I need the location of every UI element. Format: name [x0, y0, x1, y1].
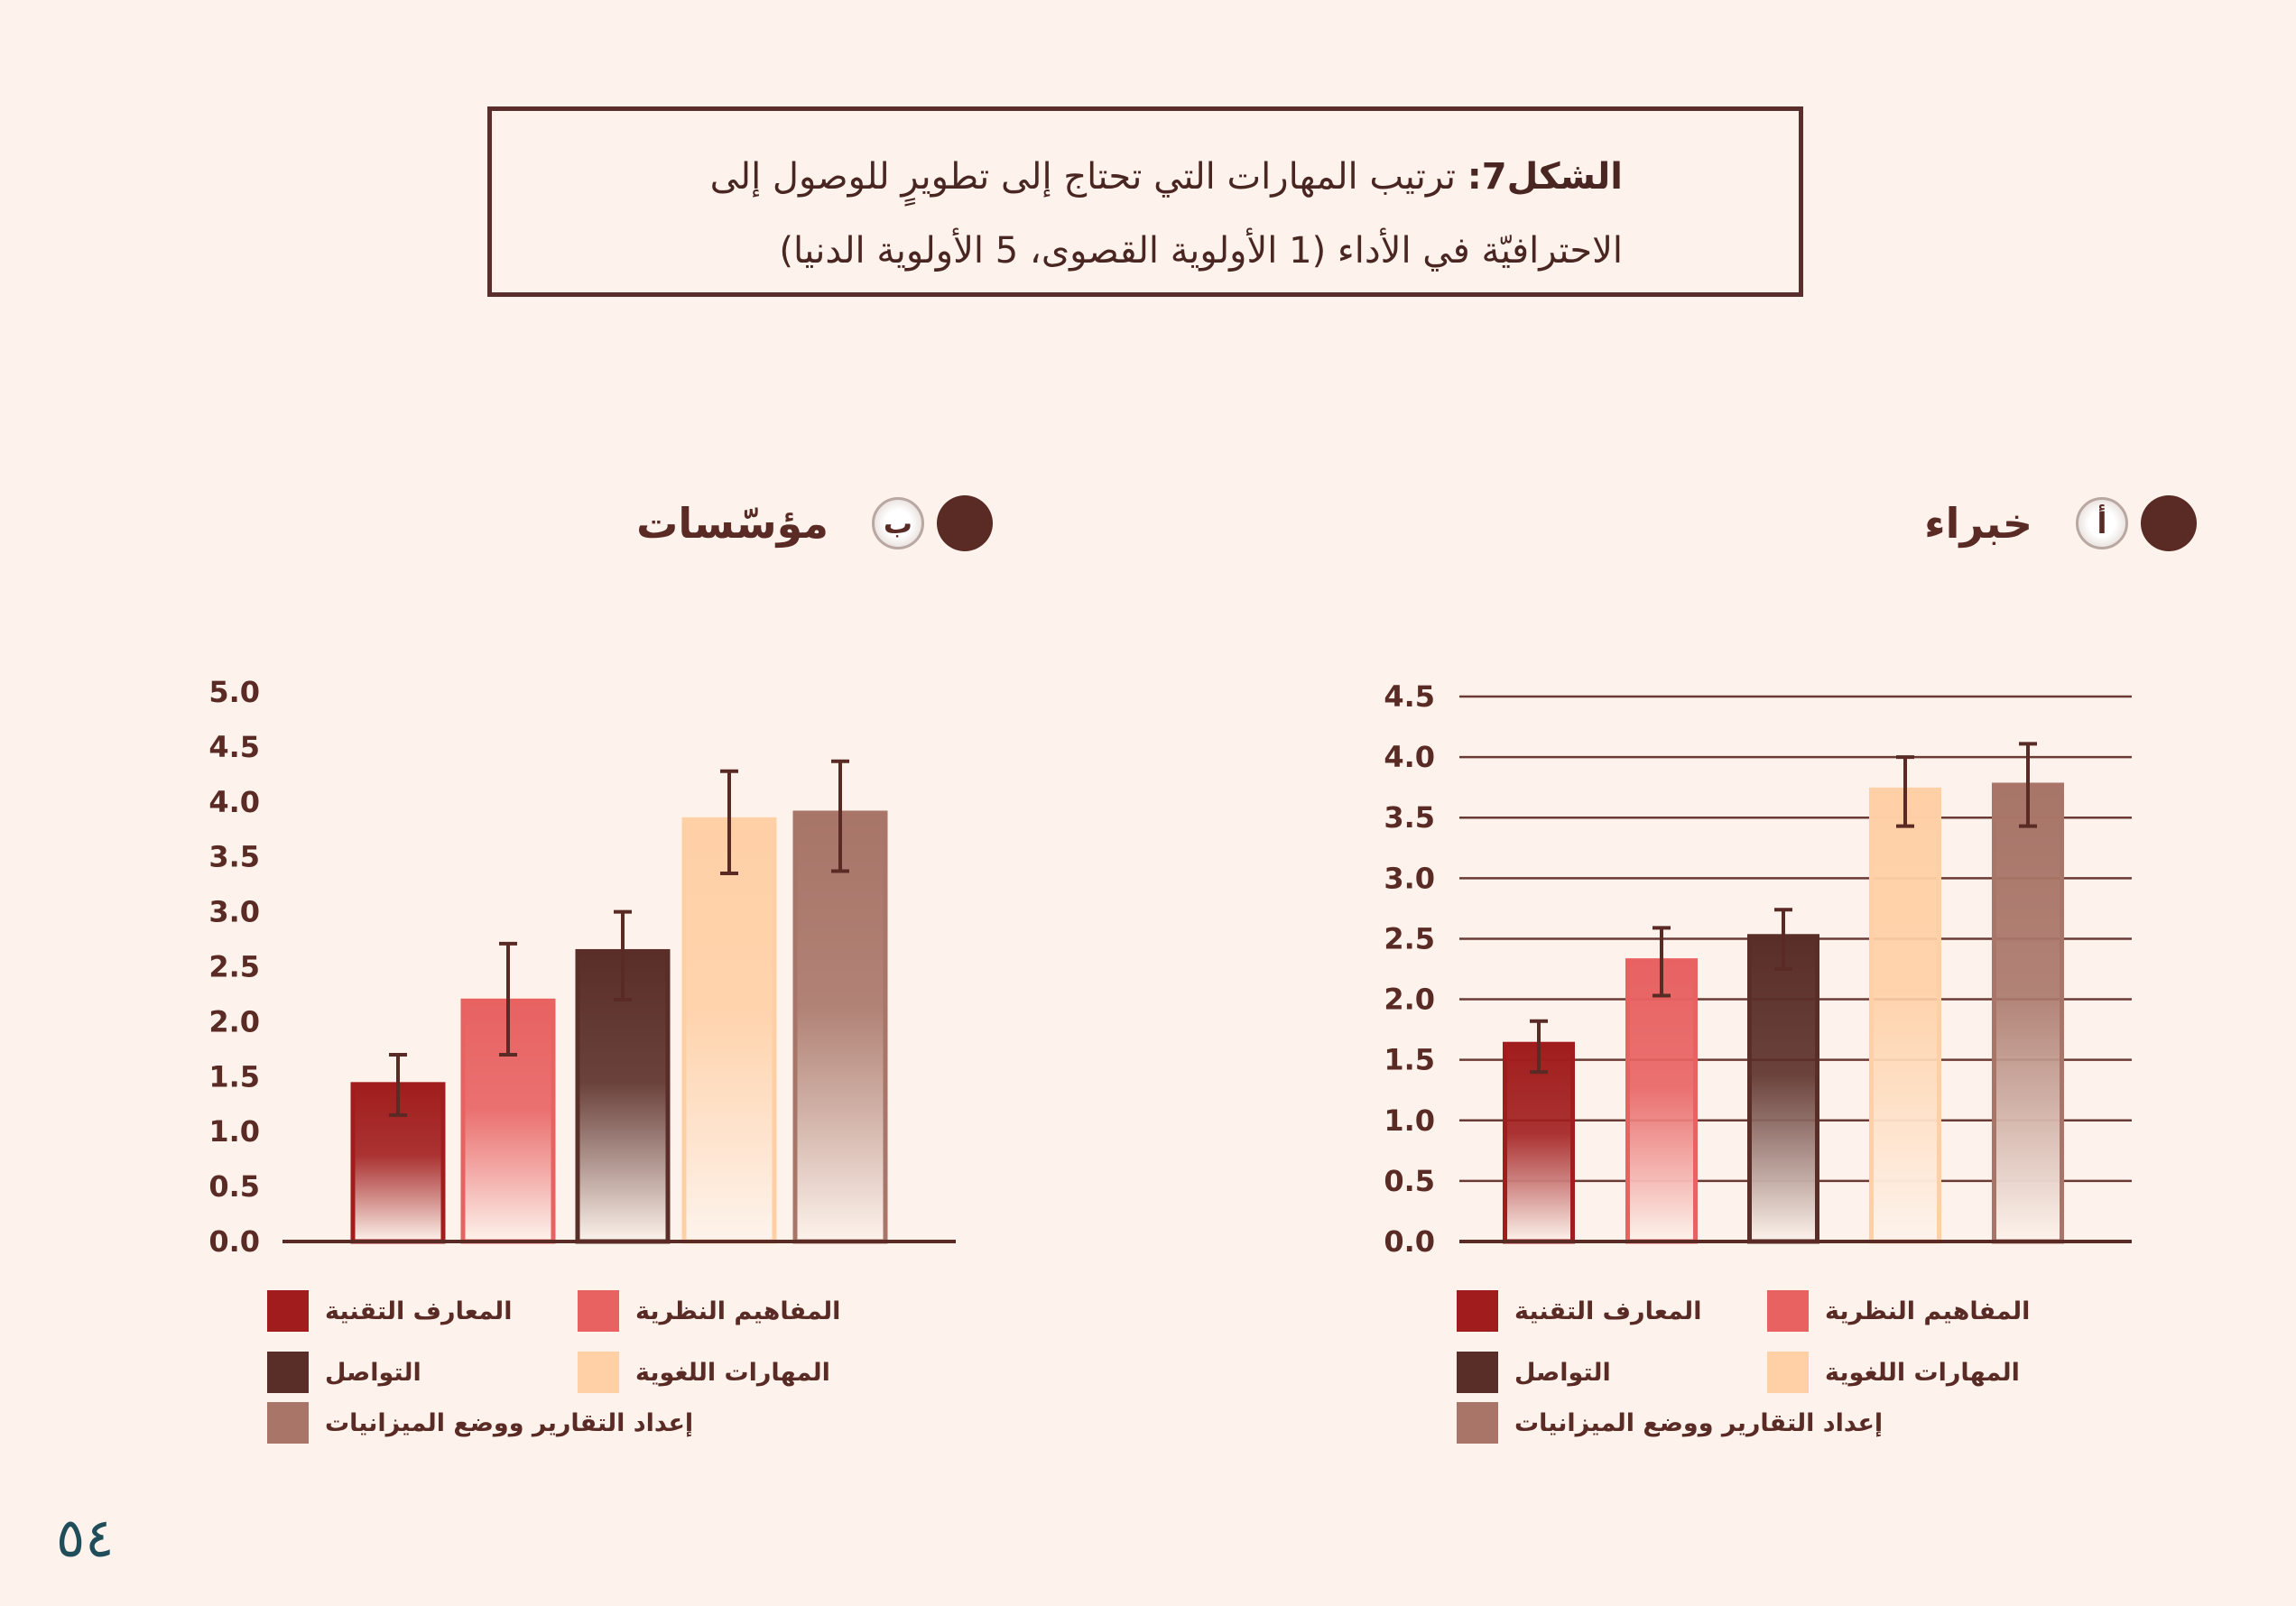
panel-header-institutions: ب مؤسّسات: [636, 492, 993, 555]
figure-label: الشكل7:: [1467, 156, 1623, 198]
panel-title: مؤسّسات: [636, 499, 829, 548]
legend-item: المهارات اللغوية: [1767, 1352, 2020, 1393]
legend-label: التواصل: [1514, 1358, 1611, 1387]
legend-item: المهارات اللغوية: [578, 1352, 830, 1393]
y-tick-label: 2.0: [208, 1004, 260, 1038]
legend-item: المعارف التقنية: [267, 1290, 512, 1332]
bar-chart-institutions: 0.0 0.5 1.0 1.5 2.0 2.5 3.0 3.5 4.0 4.5 5.0: [208, 675, 956, 1259]
panel-title: خبراء: [1924, 499, 2032, 548]
bar: [681, 817, 777, 1244]
legend-swatch: [267, 1290, 309, 1332]
figure-title-line-1: الشكل7: ترتيب المهارات التي تحتاج إلى تط…: [710, 156, 1623, 198]
y-tick-label: 1.5: [208, 1059, 260, 1094]
page-number: ٥٤: [56, 1507, 115, 1570]
panel-letter-badge: ب: [872, 497, 924, 549]
y-tick-label: 1.5: [1384, 1043, 1435, 1077]
legend-label: إعداد التقارير ووضع الميزانيات: [1514, 1408, 1884, 1437]
y-tick-label: 3.0: [208, 895, 260, 929]
legend-swatch: [1457, 1402, 1498, 1444]
legend-swatch: [267, 1402, 309, 1444]
bar: [792, 810, 888, 1244]
figure-title-text: ترتيب المهارات التي تحتاج إلى تطويرٍ للو…: [709, 156, 1457, 198]
legend-swatch: [578, 1290, 619, 1332]
y-tick-label: 3.5: [208, 840, 260, 874]
y-tick-label: 4.0: [208, 785, 260, 819]
bar: [1625, 958, 1698, 1244]
legend-label: المعارف التقنية: [1514, 1297, 1702, 1325]
bar: [1747, 934, 1819, 1244]
legend-swatch: [1457, 1352, 1498, 1393]
legend-label: المفاهيم النظرية: [635, 1297, 841, 1325]
y-tick-label: 2.0: [1384, 983, 1435, 1017]
legend-swatch: [267, 1352, 309, 1393]
legend-label: المهارات اللغوية: [1825, 1358, 2020, 1387]
legend-label: المعارف التقنية: [325, 1297, 513, 1325]
y-tick-label: 0.0: [208, 1224, 260, 1259]
y-tick-label: 1.0: [208, 1114, 260, 1149]
legend-label: إعداد التقارير ووضع الميزانيات: [325, 1408, 694, 1437]
y-tick-label: 4.5: [1384, 679, 1435, 714]
legend-label: المهارات اللغوية: [635, 1358, 830, 1387]
figure-title-box: الشكل7: ترتيب المهارات التي تحتاج إلى تط…: [487, 106, 1803, 297]
legend-swatch: [578, 1352, 619, 1393]
bar: [1503, 1041, 1575, 1244]
legend-item: إعداد التقارير ووضع الميزانيات: [1457, 1402, 1883, 1444]
legend-label: التواصل: [325, 1358, 421, 1387]
figure-title-line-2: الاحترافيّة في الأداء (1 الأولوية القصوى…: [779, 230, 1623, 272]
bar: [1992, 782, 2064, 1244]
legend-item: التواصل: [267, 1352, 421, 1393]
y-tick-label: 2.5: [208, 950, 260, 984]
legend-swatch: [1767, 1290, 1809, 1332]
bar: [1869, 787, 1941, 1244]
y-tick-label: 1.0: [1384, 1103, 1435, 1138]
bullet-dot-icon: [2141, 495, 2197, 551]
y-tick-label: 4.0: [1384, 740, 1435, 774]
y-tick-label: 0.5: [1384, 1164, 1435, 1198]
panel-letter-badge: أ: [2076, 497, 2128, 549]
legend-item: المفاهيم النظرية: [578, 1290, 840, 1332]
y-tick-label: 3.5: [1384, 800, 1435, 835]
legend-swatch: [1457, 1290, 1498, 1332]
y-tick-label: 0.0: [1384, 1224, 1435, 1259]
y-tick-label: 0.5: [208, 1169, 260, 1204]
legend-label: المفاهيم النظرية: [1825, 1297, 2031, 1325]
bar-chart-experts: 0.0 0.5 1.0 1.5 2.0 2.5 3.0 3.5 4.0 4.5: [1384, 679, 2132, 1259]
legend-swatch: [1767, 1352, 1809, 1393]
y-tick-label: 4.5: [208, 730, 260, 764]
bullet-dot-icon: [937, 495, 993, 551]
y-tick-label: 5.0: [208, 675, 260, 709]
y-tick-label: 3.0: [1384, 861, 1435, 895]
panel-header-experts: أ خبراء: [1924, 492, 2197, 555]
y-tick-label: 2.5: [1384, 921, 1435, 955]
legend-item: المفاهيم النظرية: [1767, 1290, 2030, 1332]
legend-item: التواصل: [1457, 1352, 1611, 1393]
legend-item: إعداد التقارير ووضع الميزانيات: [267, 1402, 693, 1444]
legend-item: المعارف التقنية: [1457, 1290, 1701, 1332]
